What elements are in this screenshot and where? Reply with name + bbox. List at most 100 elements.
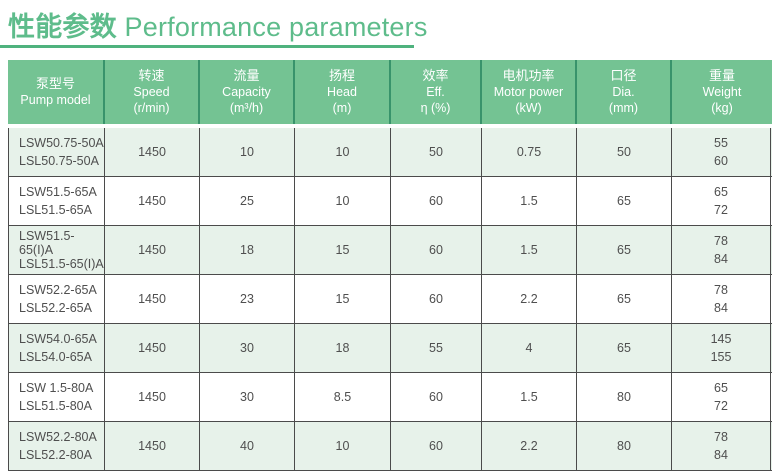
table-row: LSW54.0-65A LSL54.0-65A 1450 30 18 55 4 …	[9, 324, 772, 373]
pump-model-lsw: LSW52.2-80A	[19, 429, 97, 444]
header-label-en: Weight	[702, 85, 742, 99]
weight-lsw: 78	[714, 282, 728, 297]
header-label-unit: (kg)	[711, 101, 733, 115]
page-title-cn: 性能参数	[8, 12, 117, 42]
cell-diameter: 65	[577, 226, 672, 274]
table-row: LSW51.5-65A LSL51.5-65A 1450 25 10 60 1.…	[9, 177, 772, 226]
cell-capacity: 30	[200, 373, 295, 421]
cell-head: 15	[295, 275, 391, 323]
header-label-unit: (mm)	[608, 101, 639, 115]
table-body: LSW50.75-50A LSL50.75-50A 1450 10 10 50 …	[8, 128, 772, 471]
pump-model-lsw: LSW50.75-50A	[19, 135, 104, 150]
weight-lsw: 65	[714, 380, 728, 395]
header-label-unit: (kW)	[515, 101, 542, 115]
pump-model-lsl: LSL52.2-80A	[19, 448, 92, 463]
cell-efficiency: 60	[391, 226, 482, 274]
header-cell-head: 扬程 Head (m)	[295, 60, 391, 124]
header-label-en: Eff.	[426, 85, 445, 99]
weight-lsl: 84	[714, 301, 728, 316]
header-label-unit: η (%)	[420, 101, 451, 115]
cell-head: 10	[295, 422, 391, 470]
cell-efficiency: 50	[391, 128, 482, 176]
cell-efficiency: 60	[391, 422, 482, 470]
cell-pump-models: LSW54.0-65A LSL54.0-65A	[9, 324, 105, 372]
header-label-cn: 口径	[610, 68, 637, 83]
table-row: LSW52.2-65A LSL52.2-65A 1450 23 15 60 2.…	[9, 275, 772, 324]
weight-lsl: 72	[714, 399, 728, 414]
cell-diameter: 65	[577, 177, 672, 225]
cell-head: 10	[295, 128, 391, 176]
cell-diameter: 65	[577, 324, 672, 372]
weight-lsl: 84	[714, 448, 728, 463]
cell-speed: 1450	[105, 324, 200, 372]
header-label-en: Pump model	[20, 93, 91, 107]
cell-weights: 65 72	[672, 373, 771, 421]
cell-motor-power: 1.5	[482, 226, 577, 274]
cell-head: 8.5	[295, 373, 391, 421]
header-label-en: Head	[327, 85, 357, 99]
page-title: 性能参数 Performance parameters	[8, 5, 428, 44]
weight-lsw: 145	[710, 331, 732, 346]
header-label-cn: 重量	[708, 68, 735, 83]
pump-model-lsl: LSL51.5-65(I)A	[19, 257, 104, 271]
pump-model-lsw: LSW51.5-65(I)A	[19, 229, 75, 257]
weight-lsw: 55	[714, 135, 728, 150]
cell-speed: 1450	[105, 128, 200, 176]
pump-model-lsw: LSW52.2-65A	[19, 282, 97, 297]
weight-lsl: 72	[714, 203, 728, 218]
page-title-en: Performance parameters	[124, 12, 428, 42]
cell-weights: 78 84	[672, 226, 771, 274]
cell-weights: 65 72	[672, 177, 771, 225]
header-cell-capacity: 流量 Capacity (m³/h)	[200, 60, 295, 124]
pump-model-lsl: LSL52.2-65A	[19, 301, 92, 316]
cell-pump-models: LSW51.5-65(I)A LSL51.5-65(I)A	[9, 226, 105, 274]
performance-parameters-table: 泵型号 Pump model 转速 Speed (r/min) 流量 Capac…	[8, 60, 772, 471]
header-label-en: Motor power	[493, 85, 564, 99]
cell-head: 18	[295, 324, 391, 372]
header-label-cn: 效率	[422, 68, 449, 83]
pump-model-lsl: LSL51.5-80A	[19, 399, 92, 414]
cell-motor-power: 4	[482, 324, 577, 372]
pump-model-lsw: LSW51.5-65A	[19, 184, 97, 199]
cell-pump-models: LSW50.75-50A LSL50.75-50A	[9, 128, 105, 176]
header-label-unit: (m)	[332, 101, 352, 115]
header-label-en: Speed	[133, 85, 170, 99]
cell-pump-models: LSW 1.5-80A LSL51.5-80A	[9, 373, 105, 421]
cell-motor-power: 0.75	[482, 128, 577, 176]
cell-diameter: 65	[577, 275, 672, 323]
title-underline	[0, 45, 414, 48]
pump-model-lsl: LSL50.75-50A	[19, 154, 99, 169]
pump-model-lsw: LSW54.0-65A	[19, 331, 97, 346]
cell-weights: 145 155	[672, 324, 771, 372]
cell-head: 10	[295, 177, 391, 225]
pump-model-lsw: LSW 1.5-80A	[19, 380, 94, 395]
cell-capacity: 40	[200, 422, 295, 470]
weight-lsl: 60	[714, 154, 728, 169]
cell-pump-models: LSW51.5-65A LSL51.5-65A	[9, 177, 105, 225]
cell-diameter: 80	[577, 422, 672, 470]
cell-efficiency: 55	[391, 324, 482, 372]
table-row: LSW 1.5-80A LSL51.5-80A 1450 30 8.5 60 1…	[9, 373, 772, 422]
header-label-cn: 泵型号	[35, 76, 75, 91]
table-row: LSW51.5-65(I)A LSL51.5-65(I)A 1450 18 15…	[9, 226, 772, 275]
header-cell-pump-model: 泵型号 Pump model	[8, 60, 105, 124]
cell-motor-power: 1.5	[482, 373, 577, 421]
cell-capacity: 30	[200, 324, 295, 372]
header-label-unit: (m³/h)	[229, 101, 264, 115]
cell-head: 15	[295, 226, 391, 274]
header-label-en: Dia.	[612, 85, 635, 99]
pump-model-lsl: LSL51.5-65A	[19, 203, 92, 218]
weight-lsl: 84	[714, 252, 728, 267]
table-row: LSW50.75-50A LSL50.75-50A 1450 10 10 50 …	[9, 128, 772, 177]
cell-speed: 1450	[105, 177, 200, 225]
header-cell-weight: 重量 Weight (kg)	[672, 60, 772, 124]
cell-motor-power: 2.2	[482, 275, 577, 323]
weight-lsl: 155	[710, 350, 732, 365]
cell-capacity: 10	[200, 128, 295, 176]
header-label-unit: (r/min)	[133, 101, 170, 115]
header-cell-efficiency: 效率 Eff. η (%)	[391, 60, 482, 124]
cell-diameter: 80	[577, 373, 672, 421]
cell-speed: 1450	[105, 226, 200, 274]
weight-lsw: 65	[714, 184, 728, 199]
header-cell-speed: 转速 Speed (r/min)	[105, 60, 200, 124]
